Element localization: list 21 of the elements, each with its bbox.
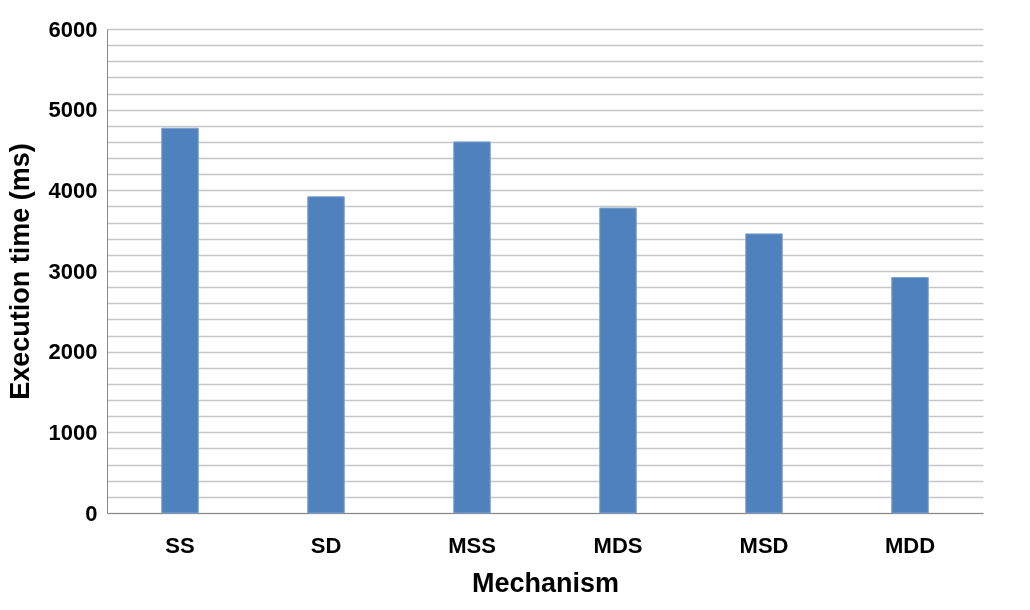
x-tick-label: MDS	[593, 532, 643, 558]
y-axis-title: Execution time (ms)	[4, 143, 35, 400]
bar	[745, 233, 783, 514]
x-tick-label: MSD	[739, 532, 789, 558]
x-axis-title: Mechanism	[471, 567, 620, 598]
bar	[453, 141, 491, 514]
y-tick-label: 3000	[48, 258, 98, 284]
y-tick-label: 5000	[48, 97, 98, 123]
x-tick-label: SD	[310, 532, 342, 558]
x-tick-label: MSS	[448, 532, 496, 558]
y-tick-label: 6000	[48, 16, 98, 42]
x-tick-label: MDD	[884, 532, 936, 558]
x-tick-label: SS	[165, 532, 195, 558]
bar	[307, 196, 345, 514]
bar	[891, 276, 929, 514]
y-tick-label: 0	[85, 500, 98, 526]
y-tick-label: 1000	[48, 419, 98, 445]
bar	[161, 127, 199, 514]
y-tick-label: 2000	[48, 339, 98, 365]
y-tick-label: 4000	[48, 177, 98, 203]
bar	[599, 207, 637, 514]
